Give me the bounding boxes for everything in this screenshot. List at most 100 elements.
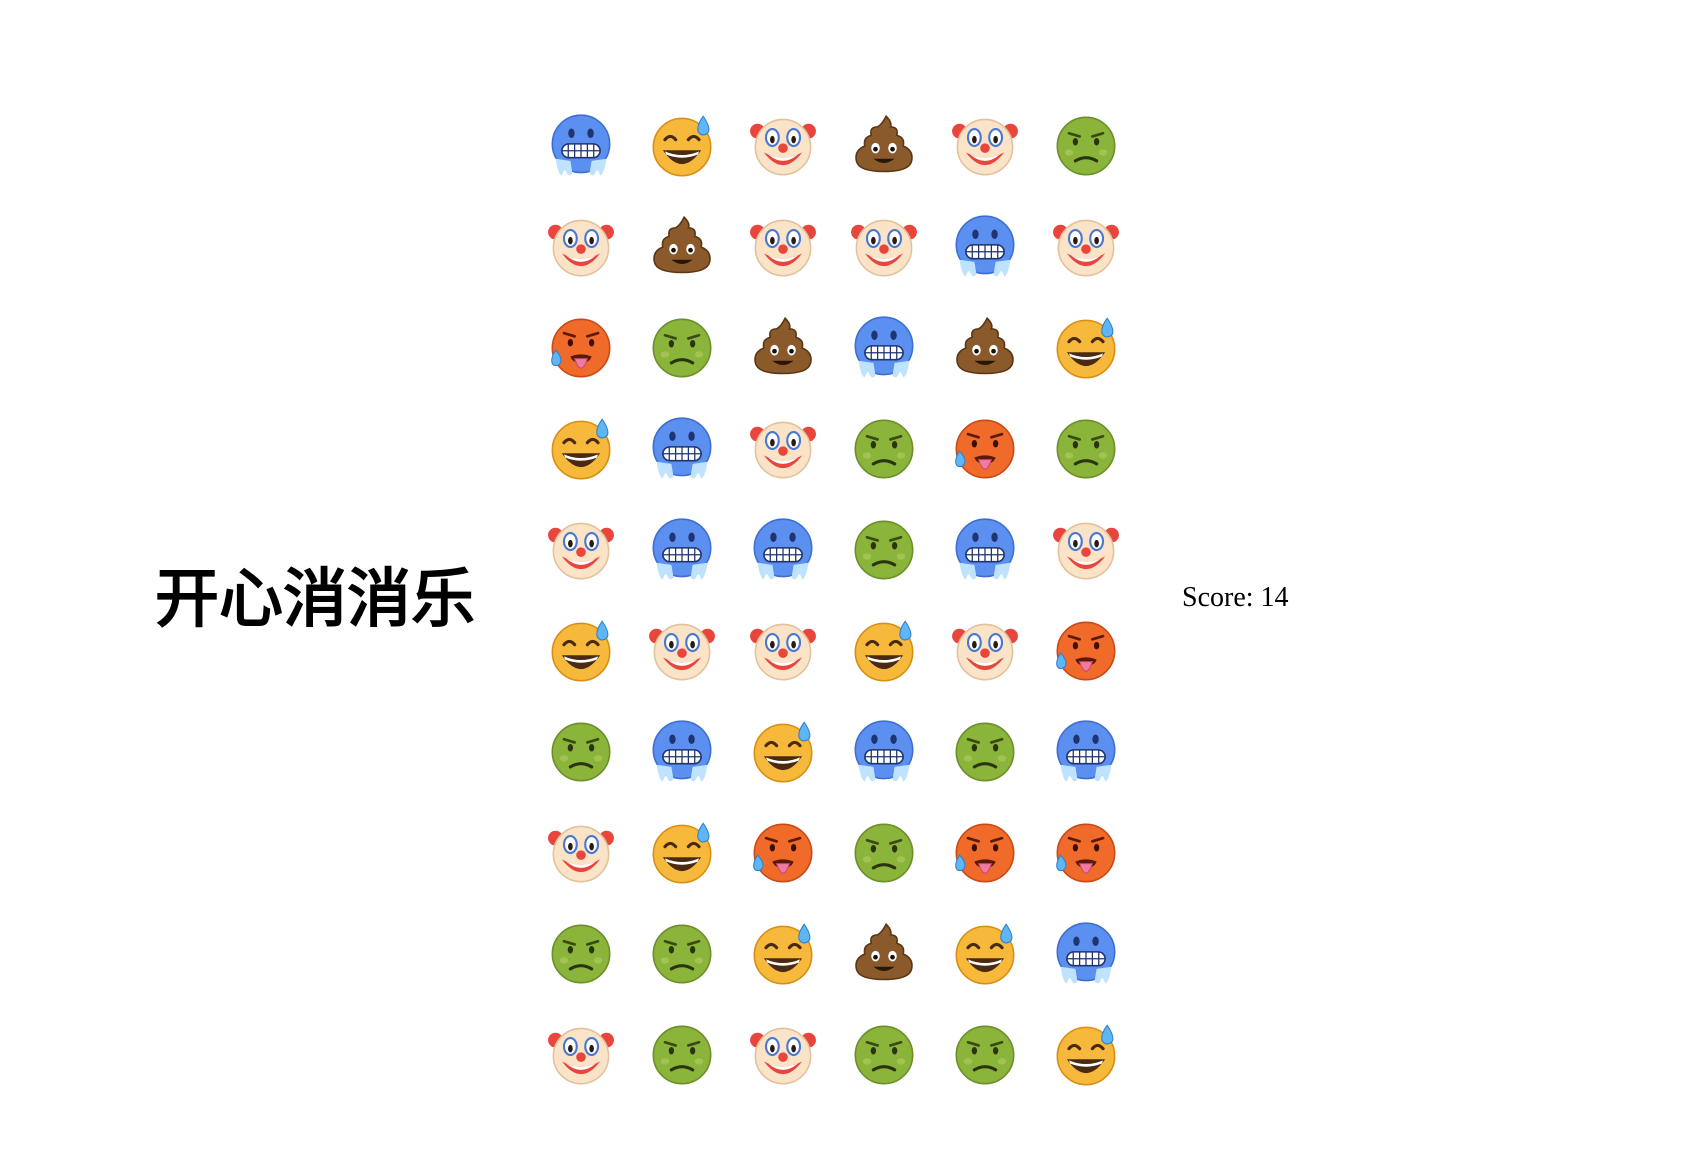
- tile-hot-face-icon[interactable]: [1035, 600, 1136, 701]
- hot-face-icon: [550, 318, 610, 377]
- clown-face-icon: [951, 118, 1018, 175]
- tile-clown-face-icon[interactable]: [530, 499, 631, 600]
- tile-cold-face-icon[interactable]: [732, 499, 833, 600]
- clown-face-icon: [1052, 522, 1119, 579]
- cold-face-icon: [652, 517, 711, 580]
- tile-nauseated-face-icon[interactable]: [631, 297, 732, 398]
- tile-cold-face-icon[interactable]: [631, 701, 732, 802]
- grinning-sweat-face-icon: [652, 114, 711, 177]
- tile-grinning-sweat-face-icon[interactable]: [631, 802, 732, 903]
- tile-clown-face-icon[interactable]: [1035, 499, 1136, 600]
- tile-clown-face-icon[interactable]: [732, 196, 833, 297]
- hot-face-icon: [752, 823, 812, 882]
- tile-nauseated-face-icon[interactable]: [1035, 398, 1136, 499]
- tile-nauseated-face-icon[interactable]: [833, 802, 934, 903]
- grinning-sweat-face-icon: [753, 720, 812, 783]
- nauseated-face-icon: [652, 1025, 711, 1084]
- nauseated-face-icon: [1056, 419, 1115, 478]
- tile-pile-of-poo-icon[interactable]: [631, 196, 732, 297]
- tile-clown-face-icon[interactable]: [732, 600, 833, 701]
- tile-grinning-sweat-face-icon[interactable]: [530, 600, 631, 701]
- tile-nauseated-face-icon[interactable]: [530, 701, 631, 802]
- tile-hot-face-icon[interactable]: [934, 802, 1035, 903]
- tile-cold-face-icon[interactable]: [1035, 903, 1136, 1004]
- grinning-sweat-face-icon: [1056, 1023, 1115, 1086]
- tile-nauseated-face-icon[interactable]: [631, 1004, 732, 1105]
- tile-hot-face-icon[interactable]: [530, 297, 631, 398]
- pile-of-poo-icon: [854, 114, 913, 172]
- tile-clown-face-icon[interactable]: [530, 1004, 631, 1105]
- tile-pile-of-poo-icon[interactable]: [934, 297, 1035, 398]
- tile-clown-face-icon[interactable]: [631, 600, 732, 701]
- nauseated-face-icon: [955, 722, 1014, 781]
- tile-clown-face-icon[interactable]: [530, 802, 631, 903]
- tile-cold-face-icon[interactable]: [934, 499, 1035, 600]
- tile-nauseated-face-icon[interactable]: [934, 1004, 1035, 1105]
- tile-grinning-sweat-face-icon[interactable]: [833, 600, 934, 701]
- tile-nauseated-face-icon[interactable]: [833, 499, 934, 600]
- tile-nauseated-face-icon[interactable]: [530, 903, 631, 1004]
- hot-face-icon: [1055, 621, 1115, 680]
- tile-clown-face-icon[interactable]: [732, 1004, 833, 1105]
- tile-nauseated-face-icon[interactable]: [833, 398, 934, 499]
- tile-grinning-sweat-face-icon[interactable]: [631, 95, 732, 196]
- tile-clown-face-icon[interactable]: [530, 196, 631, 297]
- clown-face-icon: [547, 1027, 614, 1084]
- game-title: 开心消消乐: [155, 562, 475, 637]
- nauseated-face-icon: [854, 823, 913, 882]
- tile-pile-of-poo-icon[interactable]: [732, 297, 833, 398]
- tile-nauseated-face-icon[interactable]: [833, 1004, 934, 1105]
- tile-grinning-sweat-face-icon[interactable]: [732, 701, 833, 802]
- cold-face-icon: [854, 315, 913, 378]
- tile-clown-face-icon[interactable]: [1035, 196, 1136, 297]
- cold-face-icon: [652, 416, 711, 479]
- nauseated-face-icon: [652, 318, 711, 377]
- tile-pile-of-poo-icon[interactable]: [833, 95, 934, 196]
- nauseated-face-icon: [551, 924, 610, 983]
- tile-grinning-sweat-face-icon[interactable]: [1035, 1004, 1136, 1105]
- grinning-sweat-face-icon: [652, 821, 711, 884]
- tile-nauseated-face-icon[interactable]: [934, 701, 1035, 802]
- tile-grinning-sweat-face-icon[interactable]: [530, 398, 631, 499]
- tile-cold-face-icon[interactable]: [631, 398, 732, 499]
- clown-face-icon: [749, 118, 816, 175]
- tile-cold-face-icon[interactable]: [1035, 701, 1136, 802]
- tile-cold-face-icon[interactable]: [631, 499, 732, 600]
- tile-grinning-sweat-face-icon[interactable]: [1035, 297, 1136, 398]
- hot-face-icon: [954, 823, 1014, 882]
- grinning-sweat-face-icon: [955, 922, 1014, 985]
- tile-cold-face-icon[interactable]: [833, 297, 934, 398]
- tile-hot-face-icon[interactable]: [934, 398, 1035, 499]
- nauseated-face-icon: [854, 1025, 913, 1084]
- cold-face-icon: [1056, 719, 1115, 782]
- tile-hot-face-icon[interactable]: [732, 802, 833, 903]
- tile-clown-face-icon[interactable]: [934, 95, 1035, 196]
- nauseated-face-icon: [551, 722, 610, 781]
- tile-clown-face-icon[interactable]: [732, 95, 833, 196]
- tile-grinning-sweat-face-icon[interactable]: [732, 903, 833, 1004]
- tile-cold-face-icon[interactable]: [934, 196, 1035, 297]
- clown-face-icon: [547, 219, 614, 276]
- tile-clown-face-icon[interactable]: [732, 398, 833, 499]
- clown-face-icon: [749, 1027, 816, 1084]
- score-value: 14: [1260, 582, 1289, 613]
- tile-grinning-sweat-face-icon[interactable]: [934, 903, 1035, 1004]
- tile-nauseated-face-icon[interactable]: [631, 903, 732, 1004]
- clown-face-icon: [648, 623, 715, 680]
- tile-hot-face-icon[interactable]: [1035, 802, 1136, 903]
- grinning-sweat-face-icon: [551, 417, 610, 480]
- tile-nauseated-face-icon[interactable]: [1035, 95, 1136, 196]
- nauseated-face-icon: [854, 419, 913, 478]
- tile-clown-face-icon[interactable]: [833, 196, 934, 297]
- pile-of-poo-icon: [854, 922, 913, 980]
- grinning-sweat-face-icon: [854, 619, 913, 682]
- tile-pile-of-poo-icon[interactable]: [833, 903, 934, 1004]
- grinning-sweat-face-icon: [753, 922, 812, 985]
- tile-cold-face-icon[interactable]: [833, 701, 934, 802]
- tile-clown-face-icon[interactable]: [934, 600, 1035, 701]
- game-board[interactable]: [530, 95, 1136, 1105]
- tile-cold-face-icon[interactable]: [530, 95, 631, 196]
- cold-face-icon: [854, 719, 913, 782]
- cold-face-icon: [955, 517, 1014, 580]
- pile-of-poo-icon: [753, 316, 812, 374]
